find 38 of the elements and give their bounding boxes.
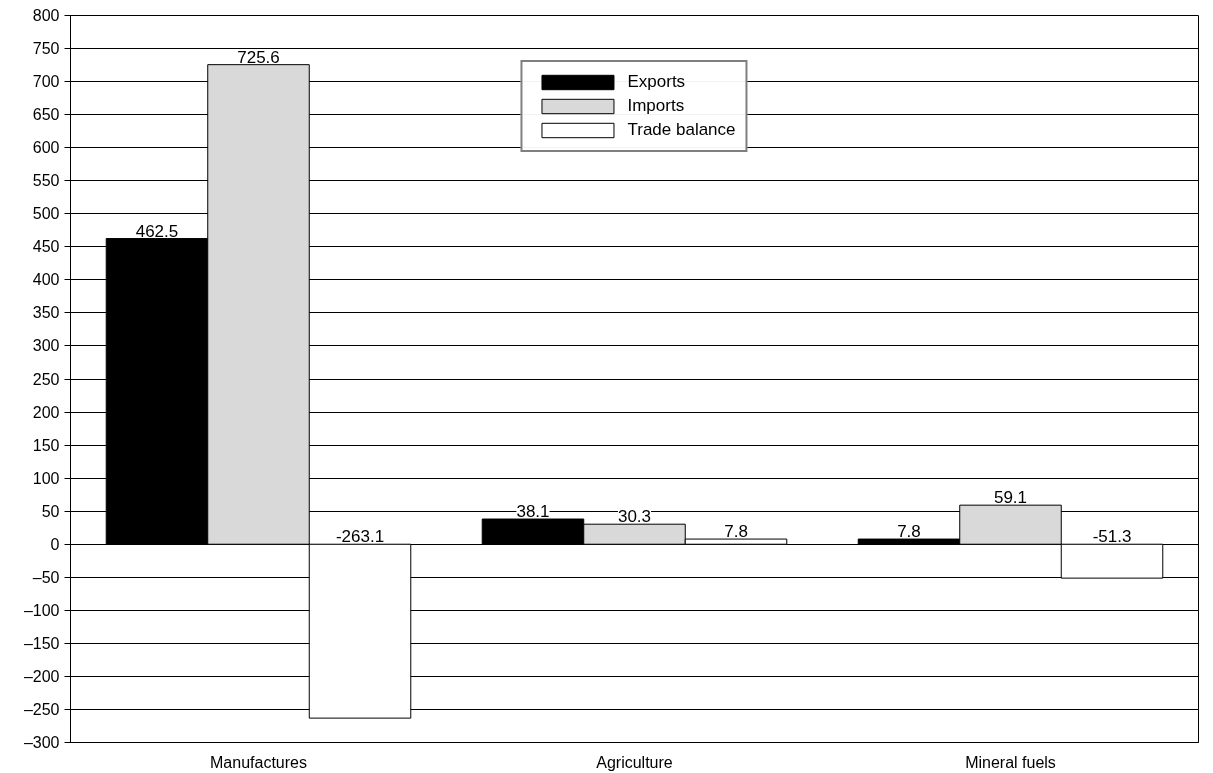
y-tick-label: –200	[23, 667, 60, 685]
data-label: 30.3	[617, 507, 652, 527]
y-tick-label: 550	[32, 172, 60, 190]
data-label: 7.8	[724, 522, 748, 542]
y-tick-label: 100	[32, 469, 60, 487]
y-tick-label: –300	[23, 734, 60, 751]
legend-label: Trade balance	[627, 120, 736, 140]
y-tick-label: 700	[32, 73, 60, 91]
y-tick-label: 600	[32, 139, 60, 157]
data-label: 7.8	[897, 522, 921, 542]
y-tick-label: 250	[32, 370, 60, 388]
legend-label: Imports	[627, 96, 685, 116]
data-label: 38.1	[516, 502, 550, 522]
data-label: 59.1	[993, 488, 1028, 508]
y-tick-label: 150	[32, 436, 60, 454]
y-tick-label: 500	[32, 205, 60, 223]
legend-label: Exports	[627, 72, 686, 92]
y-tick-label: 50	[41, 502, 60, 520]
y-tick-label: –50	[32, 568, 60, 586]
x-tick-label: Manufactures	[210, 753, 307, 771]
data-label: -51.3	[1092, 527, 1132, 547]
y-tick-label: –100	[23, 601, 60, 619]
y-tick-label: 750	[32, 40, 60, 58]
x-tick-label: Mineral fuels	[965, 753, 1056, 771]
y-tick-label: 350	[32, 304, 60, 322]
data-label: 462.5	[135, 221, 179, 241]
y-tick-label: 200	[32, 403, 60, 421]
y-tick-label: 650	[32, 106, 60, 124]
x-tick-label: Agriculture	[596, 753, 673, 771]
data-label: 725.6	[237, 47, 280, 67]
y-tick-label: 800	[32, 7, 60, 24]
y-tick-label: 450	[32, 238, 60, 256]
y-tick-label: 300	[32, 337, 60, 355]
y-tick-label: –150	[23, 634, 60, 652]
data-label: -263.1	[335, 527, 385, 547]
y-tick-label: 0	[50, 535, 60, 553]
y-tick-label: 400	[32, 271, 60, 289]
y-tick-label: –250	[23, 700, 60, 718]
